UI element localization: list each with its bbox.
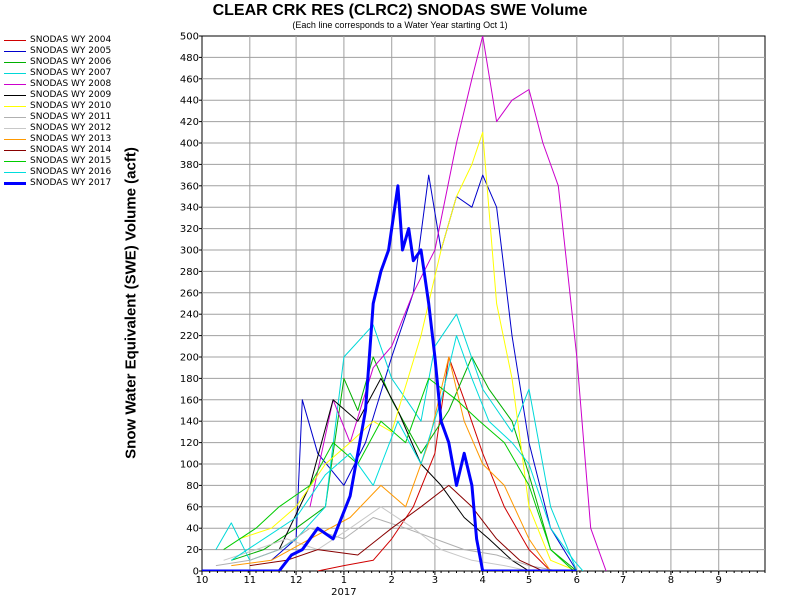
- legend-item: SNODAS WY 2008: [4, 79, 111, 90]
- legend-label: SNODAS WY 2007: [30, 68, 112, 78]
- legend-item: SNODAS WY 2012: [4, 123, 111, 134]
- legend-swatch: [4, 139, 26, 140]
- y-tick-label: 300: [180, 246, 199, 257]
- y-tick-label: 460: [180, 74, 199, 85]
- legend-item: SNODAS WY 2007: [4, 68, 111, 79]
- legend-label: SNODAS WY 2010: [30, 101, 112, 111]
- legend-label: SNODAS WY 2016: [30, 167, 112, 177]
- legend-item: SNODAS WY 2004: [4, 35, 111, 46]
- x-tick-label: 6: [574, 575, 580, 586]
- legend-item: SNODAS WY 2015: [4, 156, 111, 167]
- series-line: [231, 335, 584, 571]
- y-tick-label: 80: [186, 481, 199, 492]
- legend-label: SNODAS WY 2004: [30, 35, 112, 45]
- series-line: [231, 356, 578, 571]
- legend-item: SNODAS WY 2011: [4, 112, 111, 123]
- chart-legend: SNODAS WY 2004 SNODAS WY 2005 SNODAS WY 20…: [4, 35, 111, 189]
- legend-swatch: [4, 150, 26, 151]
- legend-swatch: [4, 51, 26, 52]
- x-tick-label: 11: [243, 575, 256, 586]
- x-year-label: 2017: [331, 587, 356, 598]
- legend-label: SNODAS WY 2008: [30, 79, 112, 89]
- legend-swatch: [4, 172, 26, 173]
- legend-item: SNODAS WY 2005: [4, 46, 111, 57]
- chart-title: CLEAR CRK RES (CLRC2) SNODAS SWE Volume: [212, 2, 588, 19]
- plot-area: [201, 35, 766, 572]
- legend-swatch: [4, 62, 26, 63]
- series-line: [215, 517, 559, 571]
- y-tick-label: 220: [180, 331, 199, 342]
- series-line: [309, 36, 607, 571]
- legend-label: SNODAS WY 2015: [30, 156, 112, 166]
- legend-label: SNODAS WY 2006: [30, 57, 112, 67]
- x-tick-label: 8: [668, 575, 674, 586]
- legend-label: SNODAS WY 2014: [30, 145, 112, 155]
- series-line: [249, 484, 544, 571]
- legend-swatch: [4, 84, 26, 85]
- y-tick-label: 20: [186, 545, 199, 556]
- legend-item: SNODAS WY 2009: [4, 90, 111, 101]
- legend-swatch: [4, 95, 26, 96]
- series-line: [202, 184, 577, 571]
- x-tick-label: 4: [480, 575, 486, 586]
- y-tick-label: 320: [180, 224, 199, 235]
- y-tick-label: 180: [180, 374, 199, 385]
- x-tick-label: 7: [620, 575, 626, 586]
- y-tick-label: 0: [193, 567, 199, 578]
- y-tick-label: 200: [180, 353, 199, 364]
- legend-swatch: [4, 128, 26, 129]
- y-tick-label: 100: [180, 460, 199, 471]
- legend-label: SNODAS WY 2013: [30, 134, 112, 144]
- x-tick-label: 9: [716, 575, 722, 586]
- legend-item: SNODAS WY 2006: [4, 57, 111, 68]
- x-tick-label: 10: [196, 575, 209, 586]
- legend-item: SNODAS WY 2013: [4, 134, 111, 145]
- legend-item: SNODAS WY 2014: [4, 145, 111, 156]
- chart-subtitle: (Each line corresponds to a Water Year s…: [292, 20, 508, 30]
- y-tick-label: 140: [180, 417, 199, 428]
- x-tick-label: 2: [389, 575, 395, 586]
- y-tick-label: 360: [180, 181, 199, 192]
- y-tick-label: 260: [180, 288, 199, 299]
- legend-label: SNODAS WY 2012: [30, 123, 112, 133]
- legend-swatch: [4, 106, 26, 107]
- series-line: [238, 131, 577, 571]
- legend-swatch: [4, 40, 26, 41]
- y-tick-label: 120: [180, 438, 199, 449]
- legend-label: SNODAS WY 2005: [30, 46, 112, 56]
- y-tick-label: 340: [180, 203, 199, 214]
- x-tick-label: 1: [341, 575, 347, 586]
- y-tick-label: 240: [180, 310, 199, 321]
- y-tick-label: 40: [186, 524, 199, 535]
- x-tick-label: 12: [290, 575, 303, 586]
- series-line: [223, 377, 575, 571]
- y-tick-label: 420: [180, 117, 199, 128]
- y-tick-label: 60: [186, 502, 199, 513]
- legend-item: SNODAS WY 2017: [4, 178, 111, 189]
- legend-item: SNODAS WY 2010: [4, 101, 111, 112]
- legend-swatch: [4, 161, 26, 162]
- y-tick-label: 280: [180, 267, 199, 278]
- y-tick-label: 160: [180, 395, 199, 406]
- legend-label: SNODAS WY 2017: [30, 178, 112, 188]
- y-tick-label: 500: [180, 32, 199, 43]
- legend-swatch: [4, 73, 26, 74]
- series-line: [271, 174, 578, 571]
- y-tick-label: 440: [180, 96, 199, 107]
- x-tick-label: 5: [526, 575, 532, 586]
- legend-swatch: [4, 117, 26, 118]
- legend-label: SNODAS WY 2011: [30, 112, 112, 122]
- y-tick-label: 480: [180, 53, 199, 64]
- legend-swatch: [4, 182, 26, 185]
- legend-item: SNODAS WY 2016: [4, 167, 111, 178]
- y-tick-label: 400: [180, 139, 199, 150]
- series-line: [223, 506, 530, 571]
- series-line: [278, 377, 530, 571]
- x-tick-label: 3: [432, 575, 438, 586]
- y-tick-label: 380: [180, 160, 199, 171]
- series-line: [317, 356, 551, 571]
- legend-label: SNODAS WY 2009: [30, 90, 112, 100]
